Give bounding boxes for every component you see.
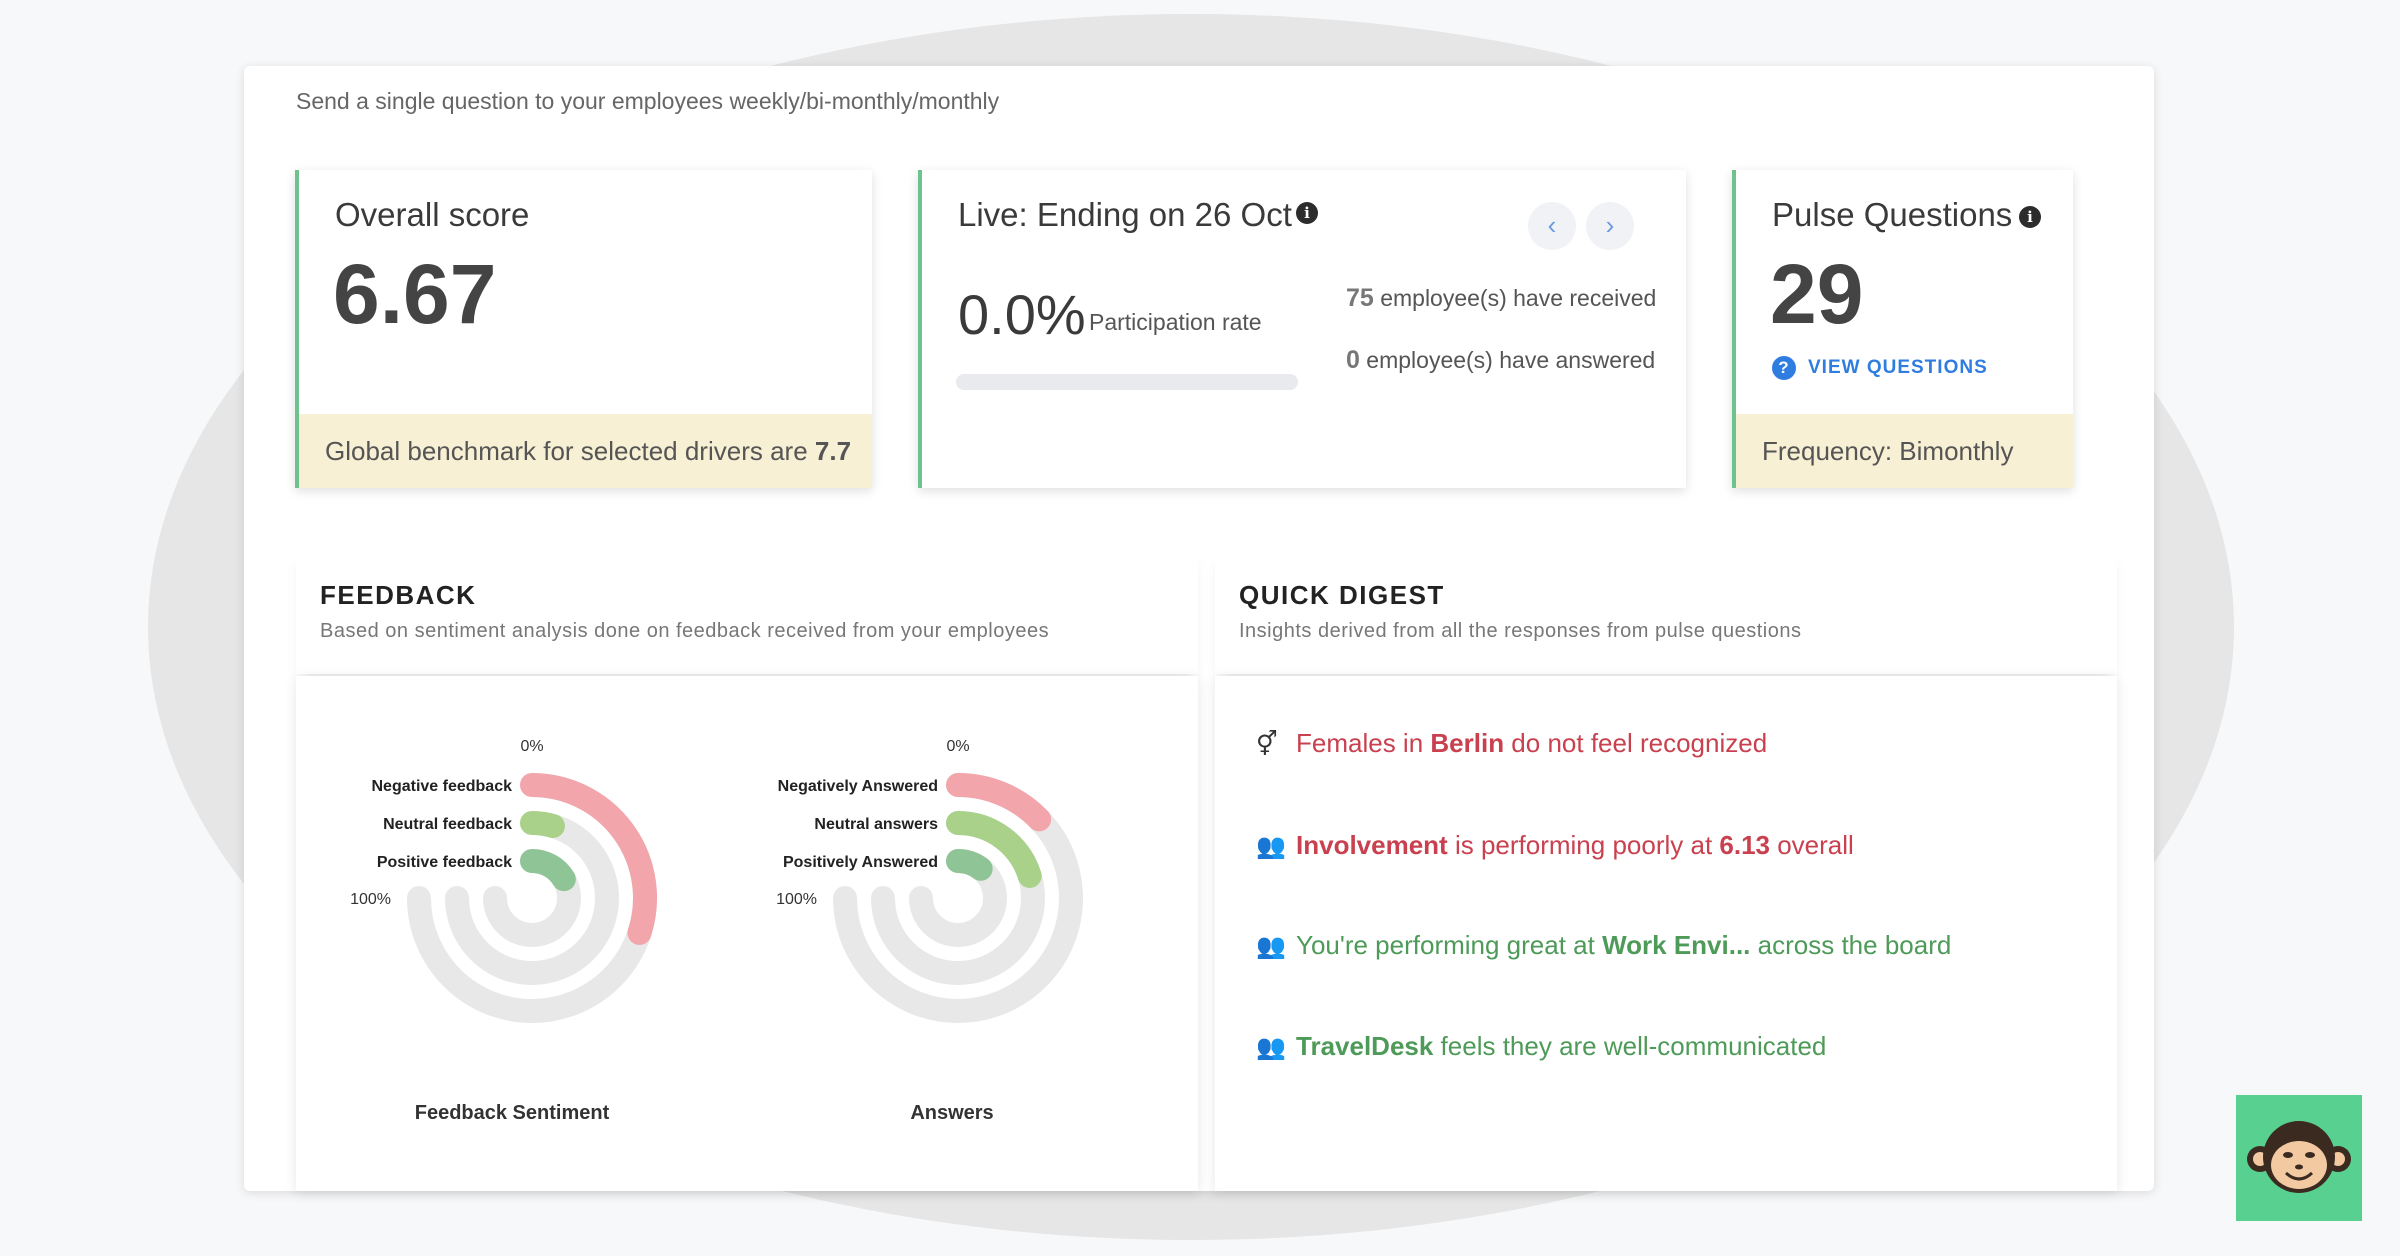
digest-body — [1215, 676, 2117, 1191]
chart-title: Feedback Sentiment — [415, 1102, 610, 1124]
question-circle-icon: ? — [1772, 356, 1796, 380]
radial-bar[interactable] — [946, 849, 993, 881]
participation-value: 0.0% — [958, 283, 1086, 346]
answered-stat: 0 employee(s) have answered — [1346, 346, 1655, 375]
prev-button[interactable]: ‹ — [1528, 202, 1576, 250]
overall-score-value: 6.67 — [333, 247, 497, 341]
digest-item[interactable]: 👥 TravelDesk feels they are well-communic… — [1256, 1031, 1826, 1062]
view-questions-label: VIEW QUESTIONS — [1808, 357, 1988, 378]
series-label: Positive feedback — [377, 854, 512, 871]
received-label: employee(s) have received — [1380, 285, 1657, 311]
overall-score-title: Overall score — [335, 196, 530, 233]
digest-item[interactable]: 👥 Involvement is performing poorly at 6.1… — [1256, 830, 1854, 861]
received-count: 75 — [1346, 284, 1374, 312]
live-card: Live: Ending on 26 Oct i ‹ › 0.0% Partic… — [918, 170, 1686, 488]
chart-title: Answers — [910, 1102, 993, 1124]
page-subtitle: Send a single question to your employees… — [296, 88, 1000, 114]
digest-description: Insights derived from all the responses … — [1239, 620, 1802, 642]
monkey-icon — [2247, 1121, 2351, 1193]
digest-item-text: Females in Berlin do not feel recognized — [1296, 728, 1768, 758]
digest-title: QUICK DIGEST — [1239, 580, 1445, 610]
feedback-description: Based on sentiment analysis done on feed… — [320, 620, 1050, 642]
feedback-title: FEEDBACK — [320, 580, 477, 610]
digest-item-text: TravelDesk feels they are well-communica… — [1296, 1031, 1827, 1061]
radial-bar[interactable] — [946, 773, 1052, 832]
help-chat-button[interactable] — [2236, 1095, 2362, 1221]
next-button[interactable]: › — [1586, 202, 1634, 250]
info-icon[interactable]: i — [1296, 202, 1318, 224]
feedback-charts: Negative feedback Neutral feedback Positiv… — [350, 738, 1083, 1124]
group-icon: 👥 — [1256, 1034, 1286, 1061]
radial-bar[interactable] — [520, 811, 565, 838]
series-label: Negatively Answered — [778, 778, 938, 795]
digest-item[interactable]: ⚥ Females in Berlin do not feel recognize… — [1256, 728, 1767, 759]
series-label: Neutral feedback — [383, 816, 512, 833]
tick-end-label: 100% — [776, 891, 817, 908]
series-label: Neutral answers — [814, 816, 938, 833]
info-icon[interactable]: i — [2019, 206, 2041, 228]
tick-start-label: 0% — [520, 738, 543, 755]
benchmark-band: Global benchmark for selected drivers ar… — [299, 414, 872, 488]
radial-track — [445, 811, 619, 985]
digest-item-text: Involvement is performing poorly at 6.13… — [1296, 830, 1854, 860]
live-title: Live: Ending on 26 Oct — [958, 196, 1292, 233]
gender-icon: ⚥ — [1256, 731, 1278, 758]
pulse-questions-count: 29 — [1770, 247, 1864, 341]
answered-label: employee(s) have answered — [1366, 347, 1656, 373]
radial-bar[interactable] — [520, 773, 657, 945]
digest-header: QUICK DIGEST Insights derived from all t… — [1215, 550, 2117, 674]
participation-progress — [956, 374, 1298, 390]
view-questions-link[interactable]: ? VIEW QUESTIONS — [1772, 356, 1988, 380]
pulse-questions-title: Pulse Questions — [1772, 196, 2013, 233]
tick-end-label: 100% — [350, 891, 391, 908]
group-icon: 👥 — [1256, 933, 1286, 960]
received-stat: 75 employee(s) have received — [1346, 284, 1656, 313]
radial-bar[interactable] — [946, 811, 1042, 888]
benchmark-text: Global benchmark for selected drivers ar… — [325, 436, 815, 466]
answered-count: 0 — [1346, 346, 1360, 374]
radial-bar[interactable] — [520, 849, 576, 892]
benchmark-value: 7.7 — [814, 436, 852, 466]
overall-score-card: Overall score 6.67 Global benchmark for … — [295, 170, 872, 488]
digest-item[interactable]: 👥 You're performing great at Work Envi...… — [1256, 930, 1951, 961]
participation-label: Participation rate — [1089, 309, 1262, 335]
digest-item-text: You're performing great at Work Envi... … — [1296, 930, 1952, 960]
series-label: Negative feedback — [371, 778, 512, 795]
series-label: Positively Answered — [783, 854, 938, 871]
pulse-questions-card: Pulse Questions i 29 ? VIEW QUESTIONS Fre… — [1732, 170, 2073, 488]
frequency-band: Frequency: Bimonthly — [1736, 414, 2073, 488]
feedback-header: FEEDBACK Based on sentiment analysis don… — [296, 550, 1198, 674]
group-icon: 👥 — [1256, 833, 1286, 860]
feedback-body: Negative feedback Neutral feedback Positiv… — [296, 676, 1198, 1191]
tick-start-label: 0% — [946, 738, 969, 755]
